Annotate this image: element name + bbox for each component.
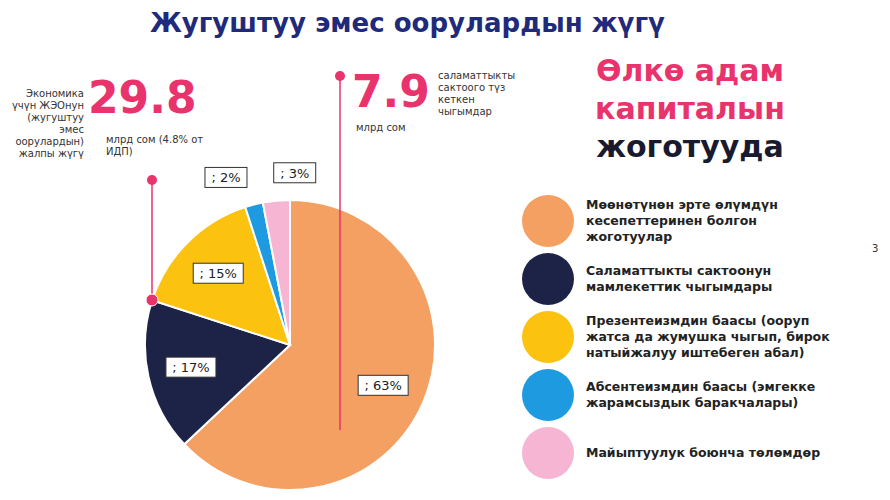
html-text:29.8: 29.8 bbox=[88, 72, 197, 123]
svg-text:; 2%: ; 2% bbox=[211, 170, 240, 185]
html-text:млрд сом (4.8% от ИДП): млрд сом (4.8% от ИДП) bbox=[106, 134, 204, 157]
html-text:Экономика үчүн ЖЭОнун (жугушту: Экономика үчүн ЖЭОнун (жугуштуу эмес оор… bbox=[11, 88, 84, 159]
html-text:жоготууда: жоготууда bbox=[596, 129, 784, 164]
svg-text:; 15%: ; 15% bbox=[200, 266, 237, 281]
html-text:Мөөнөтүнөн эрте өлүмдүн кесепе: Мөөнөтүнөн эрте өлүмдүн кесепеттеринен б… bbox=[586, 197, 778, 244]
html-text:Жугуштуу эмес оорулардын жүгү: Жугуштуу эмес оорулардын жүгү bbox=[150, 8, 666, 38]
svg-text:; 63%: ; 63% bbox=[364, 378, 401, 393]
svg-text:; 3%: ; 3% bbox=[280, 166, 309, 181]
html-text:Майыптуулук боюнча төлөмдөр: Майыптуулук боюнча төлөмдөр bbox=[586, 445, 821, 460]
html-text:7.9: 7.9 bbox=[352, 66, 430, 117]
html-text:саламаттыкты сактоого түз кетк: саламаттыкты сактоого түз кеткен чыгымда… bbox=[438, 70, 516, 117]
svg-text:; 17%: ; 17% bbox=[172, 360, 209, 375]
html-text:Абсентеизмдин баасы (эмгекке ж: Абсентеизмдин баасы (эмгекке жарамсыздык… bbox=[586, 379, 816, 410]
html-text:Презентеизмдин баасы (ооруп жа: Презентеизмдин баасы (ооруп жатса да жум… bbox=[586, 313, 830, 360]
html-text:млрд сом: млрд сом bbox=[356, 122, 406, 133]
html-text:Саламаттыкты сактоонун мамлеке: Саламаттыкты сактоонун мамлекеттик чыгым… bbox=[586, 263, 773, 294]
html-text:3: 3 bbox=[872, 243, 879, 254]
html-text:Өлкө адам капиталын: Өлкө адам капиталын bbox=[595, 53, 785, 126]
